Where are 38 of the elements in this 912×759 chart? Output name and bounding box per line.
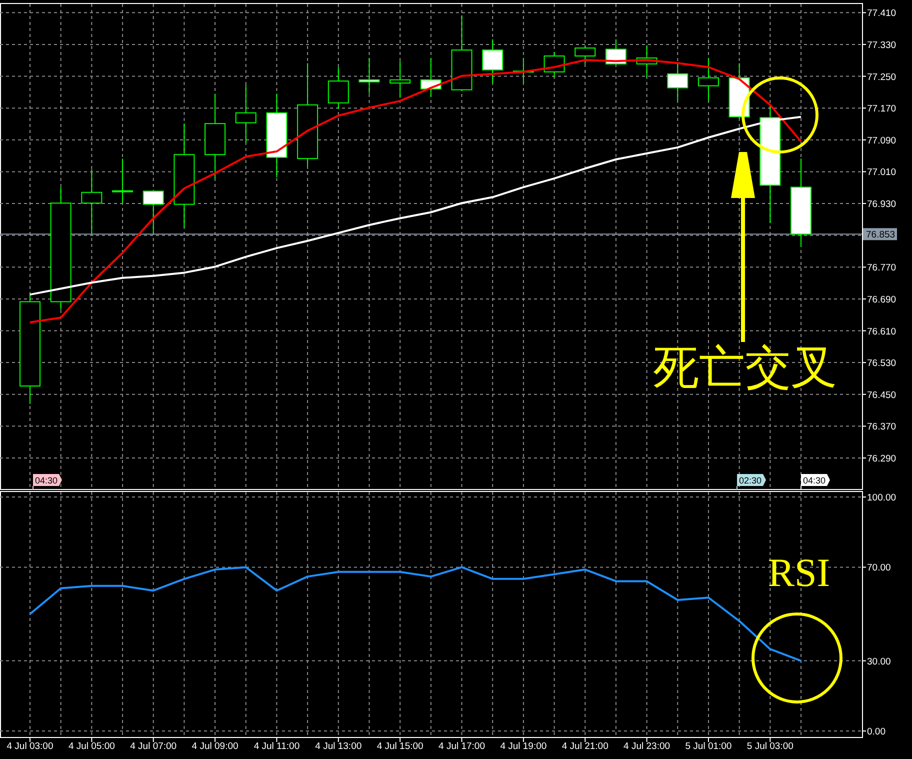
x-tick-label: 5 Jul 01:00 xyxy=(685,741,732,752)
x-tick-label: 5 Jul 03:00 xyxy=(746,741,794,752)
y-tick-label: 76.530 xyxy=(867,358,896,370)
y-tick-label: 76.930 xyxy=(867,199,896,210)
y-tick-label: 76.690 xyxy=(867,294,896,306)
x-tick-label: 4 Jul 15:00 xyxy=(376,741,424,752)
x-tick-label: 4 Jul 09:00 xyxy=(192,741,238,752)
y-tick-label: 76.290 xyxy=(867,453,896,464)
annotation: 04:30 xyxy=(35,476,58,486)
x-tick-label: 4 Jul 13:00 xyxy=(315,741,362,752)
y-tick-label: 70.00 xyxy=(867,562,891,574)
y-tick-label: 76.450 xyxy=(867,390,896,401)
y-tick-label: 77.330 xyxy=(867,40,896,51)
x-tick-label: 4 Jul 07:00 xyxy=(130,741,177,752)
x-tick-label: 4 Jul 11:00 xyxy=(254,741,300,752)
y-tick-label: 76.370 xyxy=(867,422,896,433)
y-tick-label: 77.090 xyxy=(867,135,896,146)
x-tick-label: 4 Jul 21:00 xyxy=(562,741,608,752)
y-tick-label: 0.00 xyxy=(867,726,886,738)
annotation: 死亡交叉 xyxy=(653,340,837,394)
line-series xyxy=(29,116,802,296)
annotation: RSI xyxy=(768,550,830,595)
y-tick-label: 76.770 xyxy=(867,262,896,274)
x-tick-label: 4 Jul 19:00 xyxy=(500,741,547,752)
x-tick-label: 4 Jul 23:00 xyxy=(624,741,670,752)
x-tick-label: 4 Jul 17:00 xyxy=(438,741,485,752)
y-tick-label: 77.170 xyxy=(867,104,896,115)
y-tick-label: 77.010 xyxy=(867,167,896,178)
ref-line-label: 76.853 xyxy=(866,230,896,241)
y-tick-label: 76.610 xyxy=(867,326,896,338)
y-tick-label: 30.00 xyxy=(867,656,891,668)
y-tick-label: 77.250 xyxy=(867,72,896,83)
y-tick-label: 77.410 xyxy=(867,8,896,20)
x-tick-label: 4 Jul 03:00 xyxy=(6,741,54,752)
x-tick-label: 4 Jul 05:00 xyxy=(68,741,115,752)
y-tick-label: 100.00 xyxy=(867,492,896,504)
annotation: 02:30 xyxy=(739,476,762,486)
annotation: 04:30 xyxy=(803,476,826,486)
